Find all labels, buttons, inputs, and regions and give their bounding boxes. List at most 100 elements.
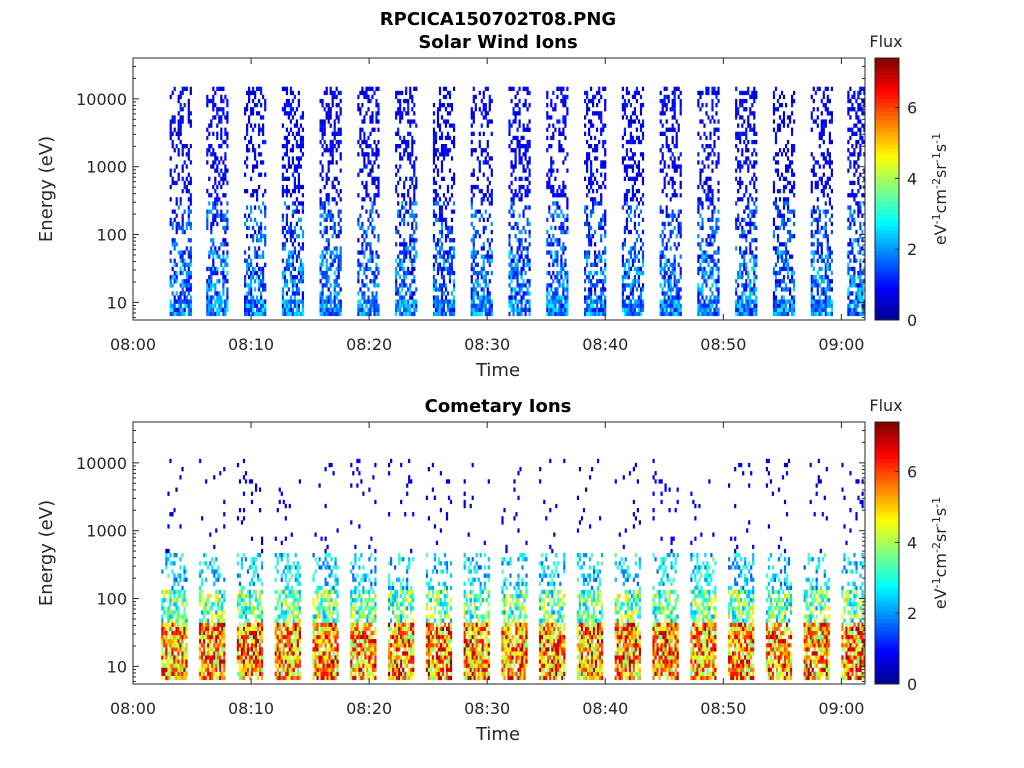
- heatmap-cell: [782, 295, 786, 300]
- heatmap-cell: [403, 238, 406, 243]
- heatmap-cell: [212, 213, 215, 218]
- heatmap-cell: [739, 311, 742, 317]
- heatmap-cell: [550, 283, 553, 288]
- heatmap-cell: [480, 311, 483, 317]
- heatmap-cell: [853, 303, 856, 308]
- heatmap-cell: [564, 299, 567, 304]
- heatmap-cell: [772, 303, 776, 308]
- heatmap-cell: [780, 242, 784, 247]
- heatmap-cell: [709, 275, 712, 280]
- heatmap-cell: [516, 225, 519, 231]
- heatmap-cell: [810, 111, 813, 116]
- heatmap-cell: [552, 291, 555, 296]
- heatmap-cell: [629, 209, 632, 214]
- heatmap-cell: [335, 94, 338, 100]
- heatmap-cell: [335, 279, 338, 284]
- heatmap-cell: [226, 262, 229, 267]
- heatmap-cell: [588, 189, 591, 194]
- heatmap-cell: [210, 152, 213, 157]
- heatmap-cell: [185, 299, 188, 304]
- heatmap-cell: [522, 291, 525, 296]
- heatmap-cell: [450, 266, 454, 272]
- heatmap-cell: [248, 119, 251, 124]
- heatmap-cell: [327, 103, 330, 108]
- heatmap-cell: [524, 156, 527, 161]
- heatmap-cell: [220, 168, 223, 173]
- heatmap-cell: [562, 213, 565, 218]
- heatmap-cell: [774, 299, 778, 304]
- heatmap-cell: [586, 193, 589, 198]
- heatmap-cell: [470, 111, 473, 116]
- heatmap-cell: [258, 246, 261, 251]
- heatmap-cell: [812, 242, 815, 247]
- heatmap-cell: [189, 123, 192, 128]
- heatmap-cell: [604, 164, 607, 169]
- heatmap-cell: [409, 270, 412, 276]
- heatmap-cell: [486, 283, 489, 288]
- heatmap-cell: [181, 176, 184, 181]
- heatmap-cell: [715, 111, 718, 116]
- heatmap-cell: [621, 205, 624, 210]
- heatmap-cell: [705, 103, 708, 108]
- heatmap-cell: [377, 266, 380, 272]
- heatmap-cell: [395, 184, 398, 190]
- heatmap-cell: [782, 176, 786, 181]
- heatmap-cell: [747, 270, 750, 276]
- heatmap-cell: [175, 229, 178, 235]
- heatmap-cell: [248, 307, 251, 312]
- heatmap-cell: [319, 201, 322, 206]
- heatmap-cell: [739, 250, 742, 255]
- heatmap-cell: [260, 283, 263, 288]
- heatmap-cell: [667, 148, 670, 153]
- heatmap-cell: [711, 242, 714, 247]
- heatmap-cell: [357, 299, 360, 304]
- heatmap-cell: [755, 307, 758, 312]
- heatmap-cell: [793, 213, 796, 218]
- heatmap-cell: [480, 123, 483, 128]
- heatmap-cell: [291, 234, 294, 239]
- heatmap-cell: [556, 279, 559, 284]
- heatmap-cell: [440, 213, 444, 218]
- heatmap-cell: [548, 209, 551, 214]
- heatmap-cell: [584, 90, 587, 96]
- heatmap-cell: [189, 287, 192, 292]
- heatmap-cell: [641, 258, 645, 263]
- heatmap-cell: [246, 103, 249, 108]
- heatmap-cell: [735, 307, 738, 312]
- heatmap-cell: [673, 270, 676, 276]
- heatmap-cell: [787, 164, 790, 169]
- heatmap-cell: [661, 287, 664, 292]
- heatmap-cell: [812, 98, 815, 104]
- heatmap-cell: [323, 119, 326, 124]
- heatmap-cell: [208, 98, 211, 104]
- heatmap-cell: [482, 115, 485, 120]
- heatmap-cell: [663, 164, 666, 169]
- heatmap-cell: [751, 221, 754, 227]
- heatmap-cell: [453, 246, 456, 251]
- heatmap-cell: [369, 98, 372, 104]
- heatmap-cell: [490, 197, 493, 202]
- heatmap-cell: [701, 90, 704, 96]
- heatmap-cell: [520, 197, 523, 202]
- heatmap-cell: [526, 250, 529, 255]
- heatmap-cell: [246, 299, 249, 304]
- heatmap-cell: [847, 303, 850, 308]
- heatmap-cell: [446, 184, 450, 190]
- heatmap-cell: [171, 139, 174, 145]
- heatmap-cell: [254, 205, 257, 210]
- heatmap-cell: [208, 287, 211, 292]
- heatmap-cell: [185, 287, 188, 292]
- heatmap-cell: [528, 291, 531, 296]
- heatmap-cell: [810, 303, 813, 308]
- heatmap-cell: [745, 307, 748, 312]
- heatmap-cell: [853, 254, 856, 259]
- heatmap-cell: [522, 225, 525, 231]
- heatmap-cell: [705, 111, 708, 116]
- heatmap-cell: [450, 258, 454, 263]
- heatmap-cell: [224, 127, 227, 132]
- heatmap-cell: [512, 148, 515, 153]
- heatmap-cell: [810, 242, 813, 247]
- heatmap-cell: [216, 111, 219, 116]
- heatmap-cell: [749, 279, 752, 284]
- heatmap-cell: [319, 262, 322, 267]
